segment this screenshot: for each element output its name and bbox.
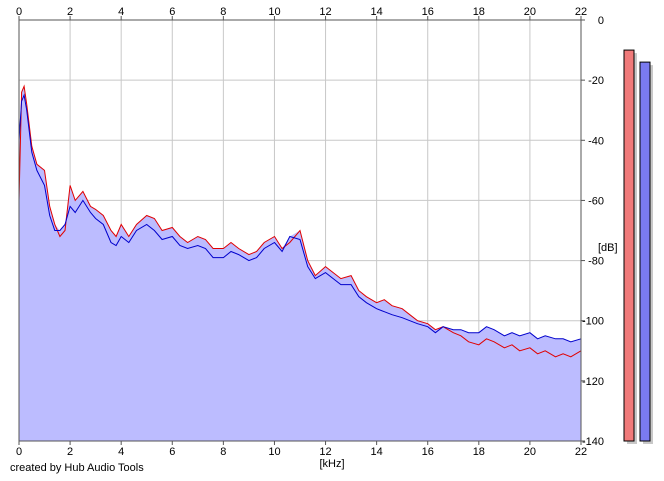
level-meter-right: [639, 61, 651, 442]
x-tick-label-bottom: 16: [422, 446, 434, 458]
x-tick-label-top: 20: [524, 6, 536, 18]
level-meters: [623, 49, 653, 444]
y-tick-label: 0: [598, 15, 604, 27]
x-tick-label-bottom: 0: [16, 446, 22, 458]
x-tick-label-top: 10: [268, 6, 280, 18]
y-axis-label: [dB]: [598, 242, 618, 254]
plot-frame: [18, 19, 582, 442]
x-tick-label-top: 18: [473, 6, 485, 18]
x-ticks-top: 0 2 4 6 8 10 12 14 16 18 20 22 0 2 4 6 8 10 12 14 16 18 20 22: [16, 6, 587, 458]
y-ticks-right: 0 -20 -40 -60 -80 -100 -120 -140: [581, 15, 604, 448]
x-tick-label-bottom: 2: [67, 446, 73, 458]
x-tick-label-bottom: 12: [319, 446, 331, 458]
x-tick-label-bottom: 8: [220, 446, 226, 458]
spectrum-fill-area: [19, 86, 581, 441]
series-lines: [18, 84, 582, 358]
x-tick-label-top: 6: [169, 6, 175, 18]
x-tick-label-bottom: 4: [118, 446, 124, 458]
series-line-right: [18, 93, 582, 343]
x-axis-label: [kHz]: [319, 458, 344, 470]
x-tick-label-bottom: 22: [575, 446, 587, 458]
x-tick-label-top: 0: [16, 6, 22, 18]
x-tick-label-bottom: 10: [268, 446, 280, 458]
y-tick-label: -80: [588, 256, 604, 268]
x-tick-label-top: 8: [220, 6, 226, 18]
y-tick-label: -20: [588, 75, 604, 87]
x-tick-label-bottom: 20: [524, 446, 536, 458]
y-tick-label: -60: [588, 195, 604, 207]
x-tick-label-top: 14: [371, 6, 383, 18]
x-tick-label-bottom: 14: [371, 446, 383, 458]
x-tick-label-top: 12: [319, 6, 331, 18]
x-tick-label-top: 22: [575, 6, 587, 18]
x-tick-label-bottom: 18: [473, 446, 485, 458]
x-tick-label-top: 2: [67, 6, 73, 18]
y-tick-label: -100: [582, 316, 604, 328]
y-tick-label: -40: [588, 135, 604, 147]
x-tick-label-bottom: 6: [169, 446, 175, 458]
credit-text: created by Hub Audio Tools: [10, 462, 144, 474]
x-tick-label-top: 4: [118, 6, 124, 18]
level-meter-left: [623, 49, 635, 442]
series-line-left: [18, 84, 582, 358]
y-tick-label: -120: [582, 376, 604, 388]
y-tick-label: -140: [582, 436, 604, 448]
x-tick-label-top: 16: [422, 6, 434, 18]
